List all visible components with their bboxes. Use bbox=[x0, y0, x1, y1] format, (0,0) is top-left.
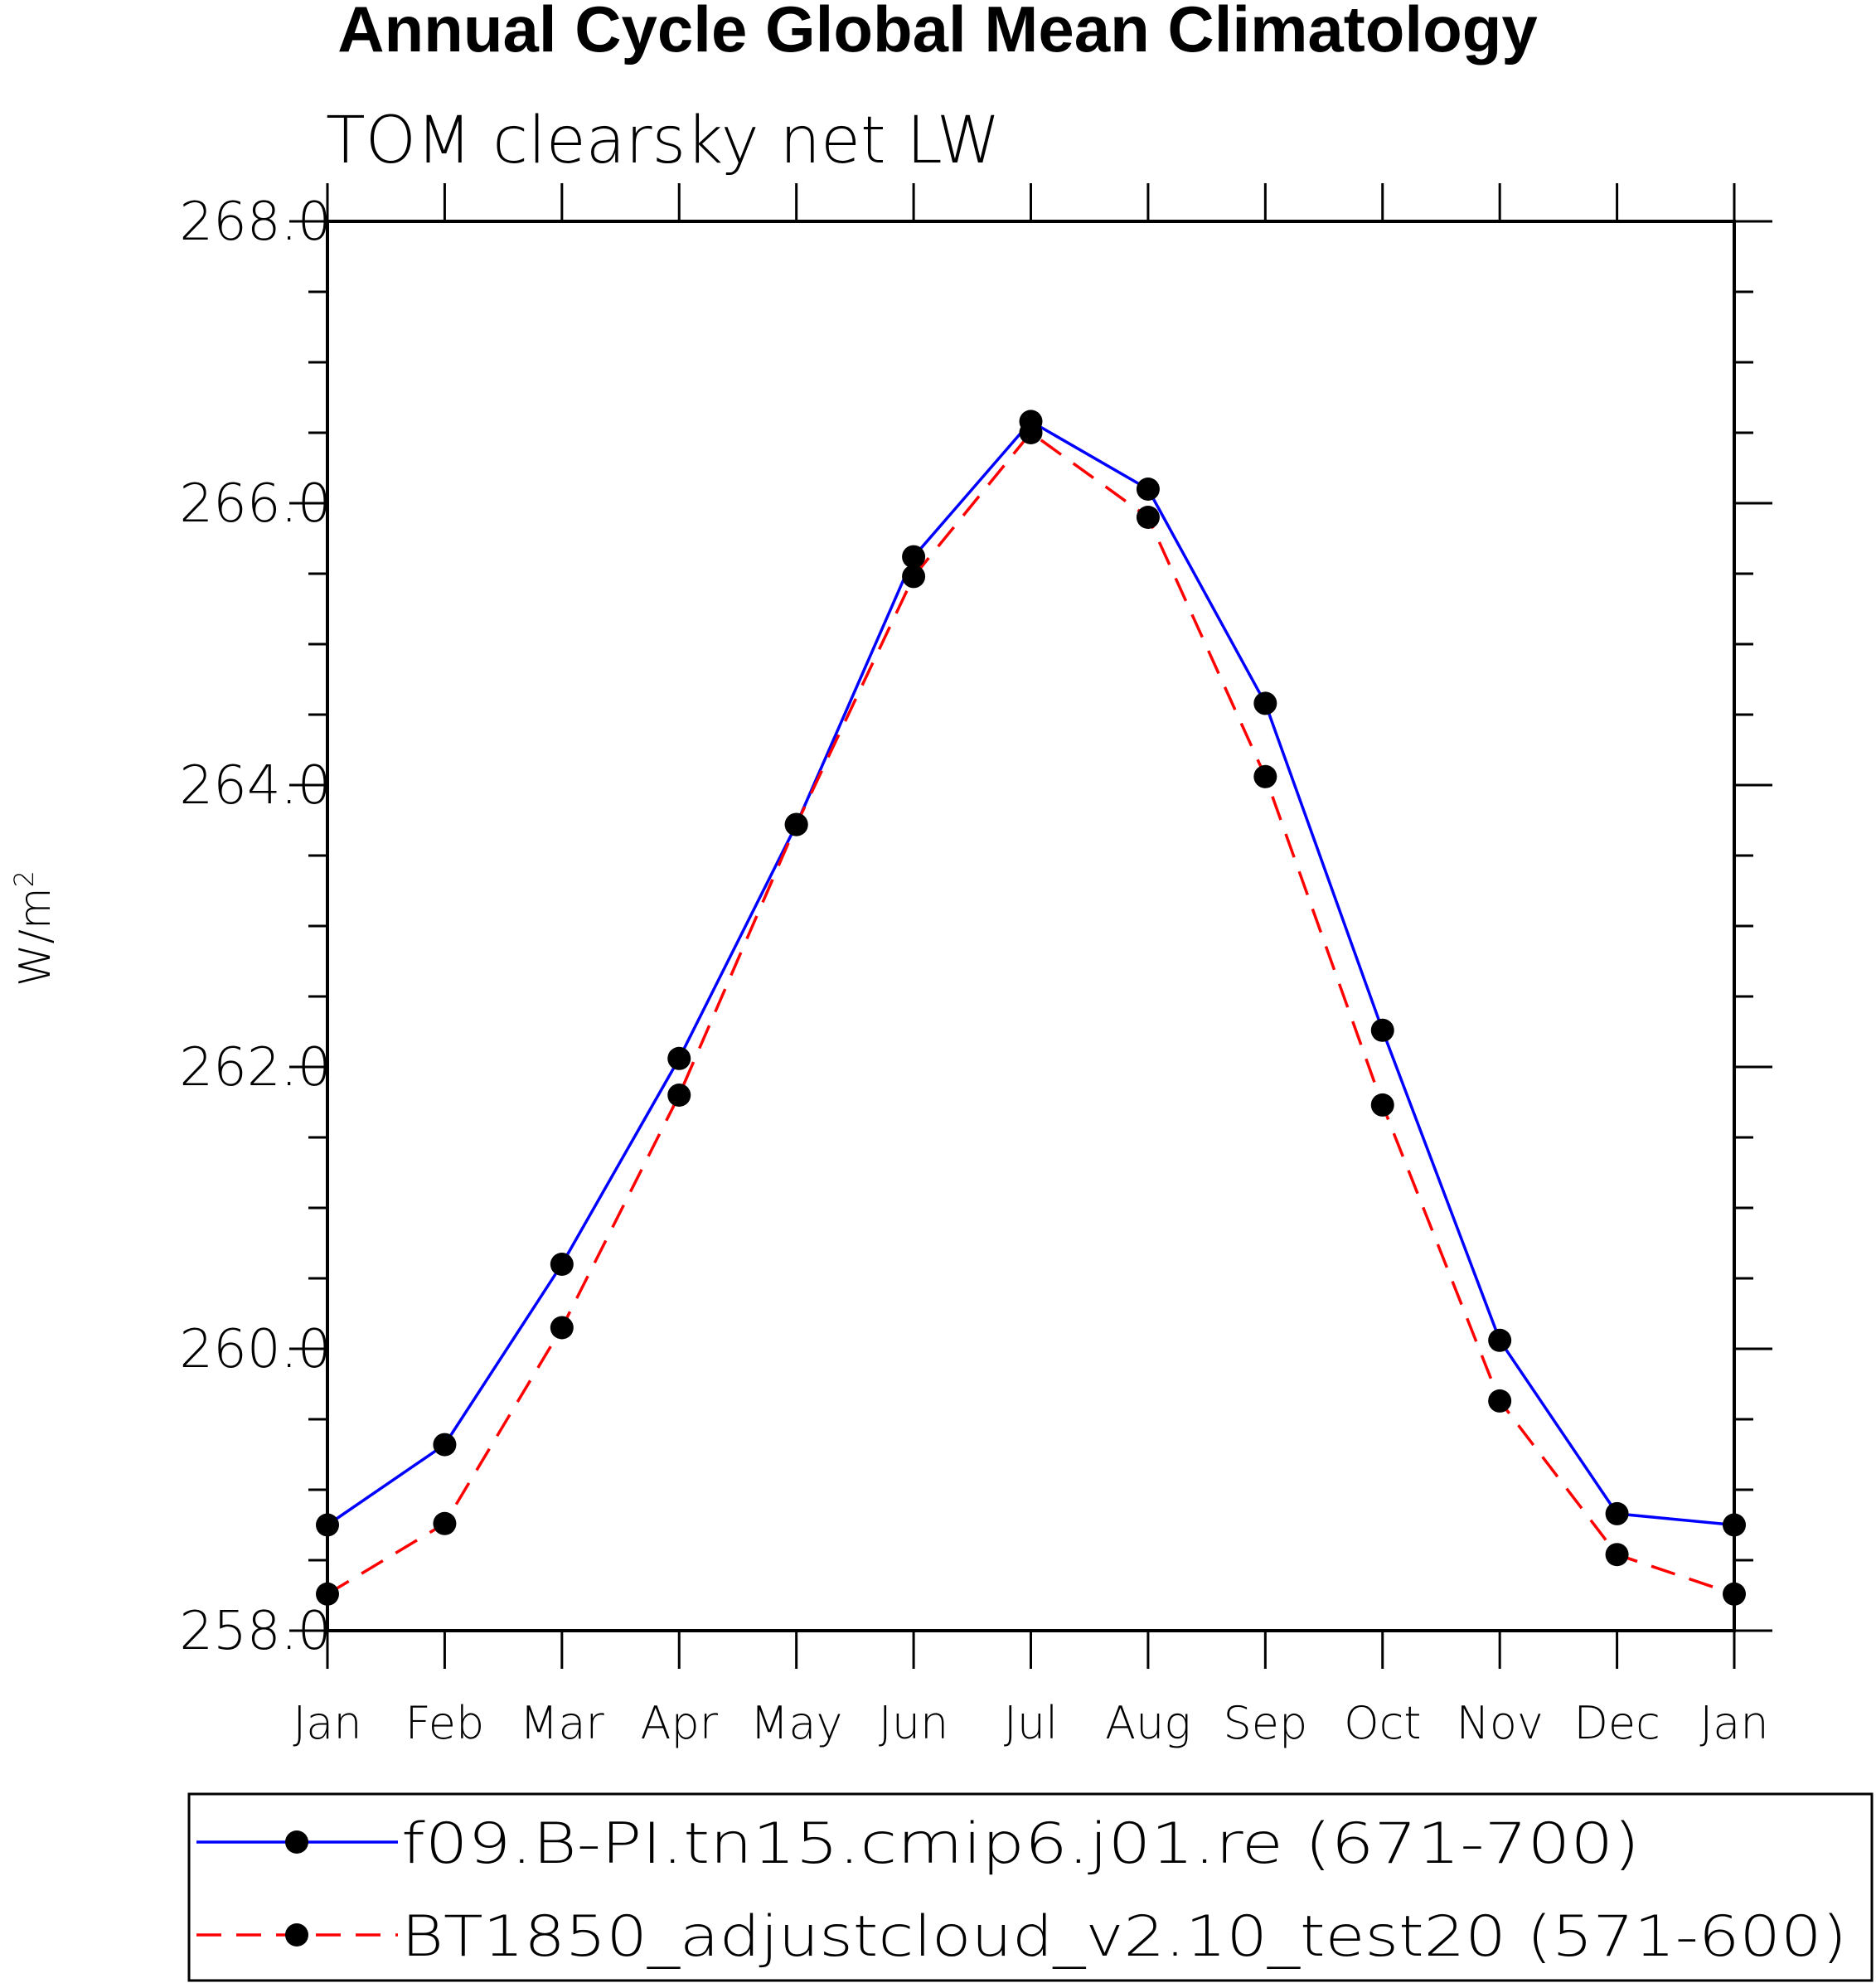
axis-ticks bbox=[289, 183, 1772, 1669]
series-layer bbox=[316, 410, 1746, 1606]
x-tick-label: Jul bbox=[1004, 1697, 1058, 1749]
series-2-point bbox=[784, 812, 808, 836]
y-tick-label: 268.0 bbox=[179, 192, 331, 253]
x-tick-label: Sep bbox=[1223, 1697, 1307, 1749]
series-2-point bbox=[902, 565, 926, 589]
series-1-point bbox=[550, 1253, 574, 1276]
y-tick-label: 258.0 bbox=[179, 1601, 331, 1662]
y-axis-labels: 258.0 260.0 262.0 264.0 266.0 268.0 bbox=[179, 192, 331, 1662]
series-2-point bbox=[667, 1084, 691, 1107]
chart-subtitle: TOM clearsky net LW bbox=[326, 104, 1001, 178]
y-tick-label: 262.0 bbox=[179, 1037, 331, 1098]
plot-frame bbox=[326, 220, 1736, 1632]
x-axis-labels: Jan Feb Mar Apr May Jun Jul Aug Sep Oct Nov Dec Jan bbox=[293, 1697, 1768, 1749]
x-tick-label: May bbox=[750, 1697, 843, 1749]
series-line-2 bbox=[327, 430, 1735, 1596]
y-tick-label: 264.0 bbox=[179, 755, 331, 817]
series-2-point bbox=[1253, 764, 1277, 788]
chart-title: Annual Cycle Global Mean Climatology bbox=[337, 0, 1538, 65]
x-tick-label: Aug bbox=[1105, 1697, 1191, 1749]
series-2-point bbox=[1605, 1543, 1629, 1567]
series-1-point bbox=[1370, 1018, 1394, 1042]
y-axis-title-superscript: 2 bbox=[8, 870, 40, 887]
x-tick-label: Jun bbox=[879, 1697, 948, 1749]
y-tick-label: 260.0 bbox=[179, 1319, 331, 1380]
legend-label-2: BT1850_adjustcloud_v2.10_test20 (571-600… bbox=[401, 1904, 1847, 1970]
y-axis-title-text: W/m bbox=[11, 887, 61, 987]
series-2-point bbox=[550, 1316, 574, 1340]
legend-label-1: f09.B-PI.tn15.cmip6.j01.re (671-700) bbox=[401, 1811, 1640, 1877]
x-tick-label: Oct bbox=[1344, 1697, 1421, 1749]
y-tick-label: 266.0 bbox=[179, 473, 331, 535]
legend: f09.B-PI.tn15.cmip6.j01.re (671-700) BT18… bbox=[187, 1792, 1874, 1982]
series-1-point bbox=[1253, 691, 1277, 715]
series-1-point bbox=[902, 545, 926, 569]
x-tick-label: Nov bbox=[1456, 1697, 1543, 1749]
series-1-point bbox=[433, 1433, 457, 1457]
legend-marker-1 bbox=[285, 1830, 308, 1854]
x-tick-label: Apr bbox=[641, 1697, 719, 1749]
series-2-point bbox=[433, 1511, 457, 1535]
x-tick-label: Feb bbox=[405, 1697, 485, 1749]
x-tick-label: Jan bbox=[293, 1697, 361, 1749]
series-2-point bbox=[1019, 421, 1043, 444]
series-1-point bbox=[1605, 1501, 1629, 1525]
y-axis-title: W/m2 bbox=[8, 870, 61, 987]
series-1-point bbox=[1136, 478, 1160, 501]
series-1-point bbox=[1488, 1328, 1512, 1352]
x-tick-label: Jan bbox=[1699, 1697, 1768, 1749]
legend-box bbox=[187, 1792, 1874, 1982]
series-2-point bbox=[1488, 1389, 1512, 1413]
x-tick-label: Mar bbox=[520, 1697, 605, 1749]
series-2-point bbox=[1370, 1093, 1394, 1117]
legend-marker-2 bbox=[285, 1923, 308, 1947]
x-tick-label: Dec bbox=[1573, 1697, 1660, 1749]
series-line-1 bbox=[327, 419, 1735, 1527]
series-1-point bbox=[667, 1046, 691, 1070]
series-2-point bbox=[1136, 506, 1160, 529]
